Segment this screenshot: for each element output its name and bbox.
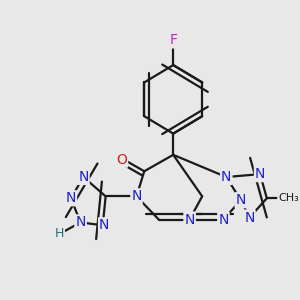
Text: N: N <box>75 215 86 230</box>
Text: N: N <box>244 211 255 225</box>
Text: F: F <box>169 33 177 47</box>
Text: N: N <box>184 212 195 226</box>
Text: N: N <box>131 189 142 203</box>
Text: H: H <box>55 227 64 241</box>
Text: N: N <box>255 167 265 181</box>
Text: CH₃: CH₃ <box>278 193 299 203</box>
Text: N: N <box>78 170 88 184</box>
Text: N: N <box>66 191 76 205</box>
Text: O: O <box>116 153 127 167</box>
Text: N: N <box>236 193 246 207</box>
Text: N: N <box>221 170 232 184</box>
Text: N: N <box>218 212 229 226</box>
Text: N: N <box>99 218 110 232</box>
